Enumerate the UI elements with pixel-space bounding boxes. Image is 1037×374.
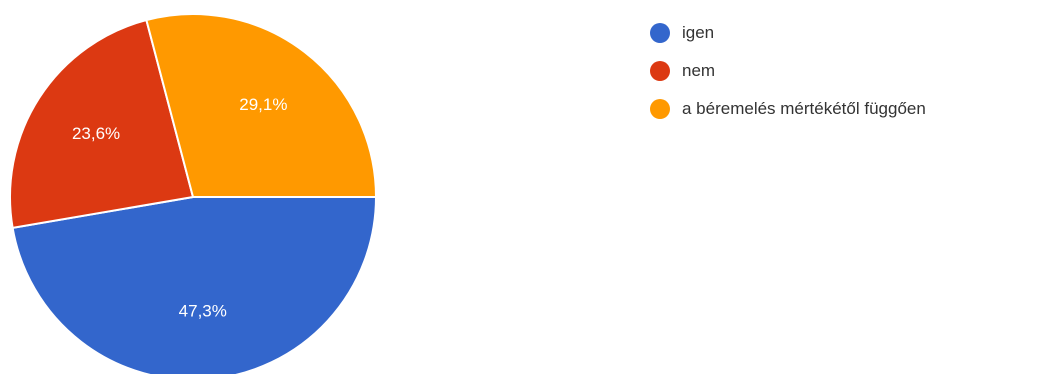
legend-item-beremeles[interactable]: a béremelés mértékétől függően: [650, 90, 926, 128]
pie-slice-beremeles: [145, 13, 378, 198]
legend-label-igen: igen: [682, 23, 715, 42]
legend-swatch-igen: [650, 23, 670, 43]
legend-label-nem: nem: [682, 61, 716, 80]
slice-label-beremeles: 29,1%: [239, 95, 287, 114]
legend-swatch-beremeles: [650, 99, 670, 119]
legend-item-nem[interactable]: nem: [650, 52, 926, 90]
legend-label-beremeles: a béremelés mértékétől függően: [682, 99, 926, 118]
pie-slice-nem: [9, 18, 195, 230]
slice-label-nem: 23,6%: [72, 124, 120, 143]
legend: igen nem a béremelés mértékétől függően: [650, 14, 926, 128]
pie-slice-igen: [11, 196, 378, 374]
slice-label-igen: 47,3%: [179, 301, 227, 320]
legend-item-igen[interactable]: igen: [650, 14, 926, 52]
legend-swatch-nem: [650, 61, 670, 81]
